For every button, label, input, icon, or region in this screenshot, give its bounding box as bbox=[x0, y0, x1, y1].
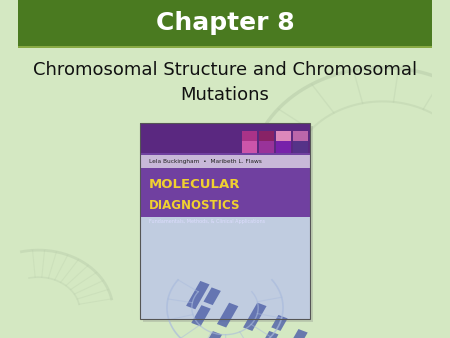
Bar bbox=[243, 303, 266, 331]
Bar bbox=[140, 123, 310, 153]
Bar bbox=[242, 131, 257, 141]
Bar bbox=[259, 331, 279, 338]
Text: Chapter 8: Chapter 8 bbox=[156, 11, 294, 35]
Bar bbox=[217, 303, 239, 328]
Text: Lela Buckingham  •  Maribeth L. Flaws: Lela Buckingham • Maribeth L. Flaws bbox=[148, 159, 261, 164]
Bar bbox=[276, 133, 291, 153]
Bar bbox=[293, 133, 308, 153]
Bar bbox=[143, 126, 313, 322]
Bar bbox=[140, 123, 310, 319]
Bar bbox=[259, 133, 274, 153]
Bar bbox=[271, 315, 288, 331]
Bar bbox=[203, 287, 221, 305]
Bar bbox=[140, 155, 310, 168]
Bar bbox=[286, 329, 308, 338]
Text: Chromosomal Structure and Chromosomal
Mutations: Chromosomal Structure and Chromosomal Mu… bbox=[33, 61, 417, 104]
Text: Fundamentals, Methods, & Clinical Applications: Fundamentals, Methods, & Clinical Applic… bbox=[148, 219, 265, 224]
Bar bbox=[242, 133, 257, 153]
Bar bbox=[276, 131, 291, 141]
Bar bbox=[18, 0, 432, 46]
Bar bbox=[186, 281, 210, 309]
Bar bbox=[205, 331, 222, 338]
Text: MOLECULAR: MOLECULAR bbox=[148, 178, 240, 191]
Bar bbox=[140, 217, 310, 319]
Bar bbox=[18, 46, 432, 48]
Bar bbox=[259, 131, 274, 141]
Bar bbox=[140, 153, 310, 217]
Text: DIAGNOSTICS: DIAGNOSTICS bbox=[148, 199, 240, 212]
Bar bbox=[293, 131, 308, 141]
Bar bbox=[191, 305, 211, 327]
